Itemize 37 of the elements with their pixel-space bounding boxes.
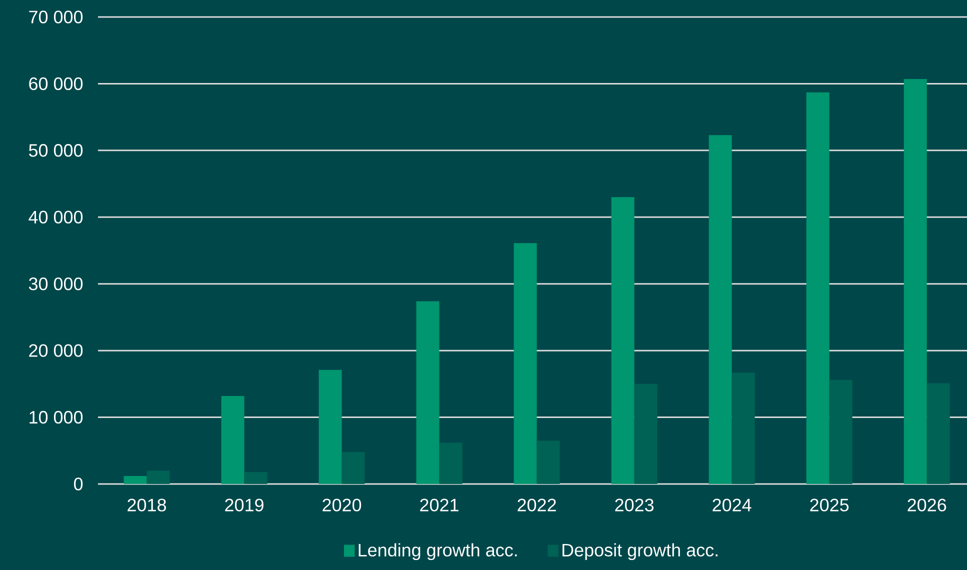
x-tick-label: 2019 [225, 498, 264, 512]
x-tick-label: 2022 [518, 498, 556, 512]
x-tick-label: 2023 [615, 498, 654, 512]
bar [124, 476, 147, 484]
bar [536, 440, 560, 484]
bar [926, 383, 950, 484]
bar [634, 384, 658, 484]
y-tick-label: 0 [74, 478, 83, 490]
bar [244, 472, 268, 484]
bar [708, 135, 732, 484]
legend-label: Lending growth acc. [358, 543, 517, 560]
x-tick-label: 2024 [712, 498, 752, 512]
x-tick-label: 2025 [810, 498, 849, 512]
y-tick-label: 60 000 [29, 77, 83, 90]
x-tick-label: 2018 [128, 498, 166, 512]
bar [439, 442, 462, 484]
bar [829, 380, 852, 484]
y-tick-label: 70 000 [29, 10, 83, 24]
bar [318, 370, 342, 484]
bar [806, 92, 830, 484]
y-tick-label: 50 000 [28, 144, 83, 157]
y-tick-label: 40 000 [28, 210, 83, 224]
legend-label: Deposit growth acc. [562, 543, 718, 560]
bar [416, 301, 440, 484]
bar [146, 470, 170, 484]
x-tick-label: 2026 [908, 498, 946, 512]
bar [342, 452, 365, 484]
bar [611, 197, 634, 484]
y-tick-label: 20 000 [29, 344, 83, 357]
x-tick-label: 2020 [322, 498, 362, 512]
x-tick-label: 2021 [420, 498, 458, 512]
y-tick-label: 30 000 [28, 277, 83, 290]
y-tick-label: 10 000 [30, 410, 83, 424]
bar [221, 396, 244, 484]
bar [904, 79, 927, 484]
bar [732, 372, 755, 484]
bar [514, 243, 537, 484]
